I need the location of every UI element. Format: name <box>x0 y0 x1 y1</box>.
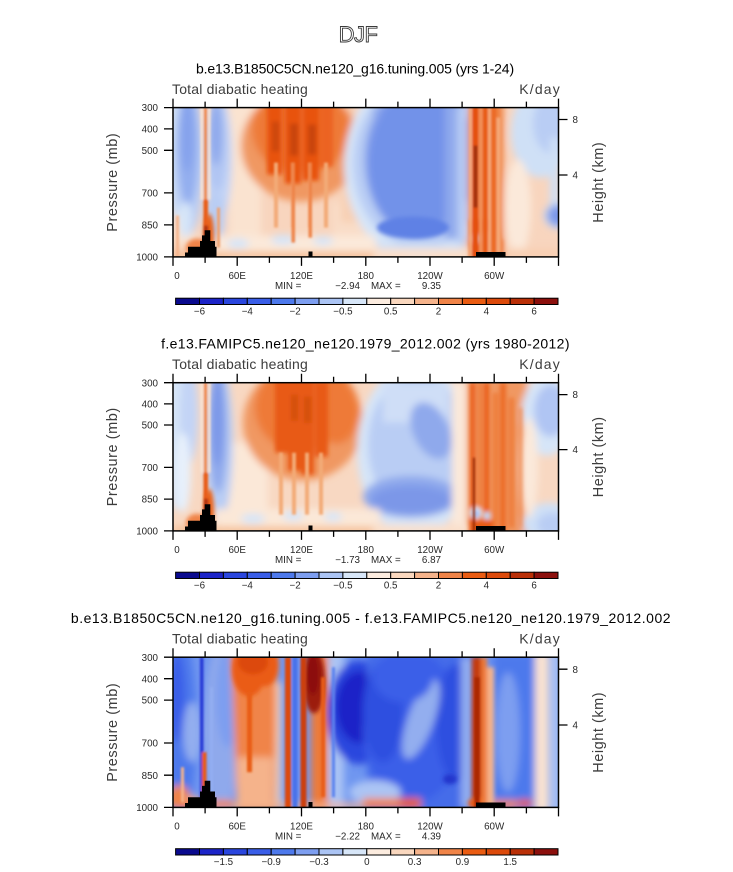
svg-text:180: 180 <box>358 271 375 282</box>
svg-text:Height (km): Height (km) <box>591 142 607 223</box>
svg-text:4: 4 <box>573 445 579 456</box>
svg-text:b.e13.B1850C5CN.ne120_g16.tuni: b.e13.B1850C5CN.ne120_g16.tuning.005 - f… <box>71 610 671 626</box>
svg-text:−4: −4 <box>242 581 254 592</box>
svg-text:1000: 1000 <box>136 803 158 814</box>
svg-text:−2.22: −2.22 <box>335 831 360 842</box>
svg-text:Pressure (mb): Pressure (mb) <box>105 133 121 232</box>
svg-text:0: 0 <box>364 857 370 868</box>
svg-text:2: 2 <box>436 581 441 592</box>
svg-text:1000: 1000 <box>136 253 158 264</box>
svg-text:4: 4 <box>484 581 490 592</box>
svg-text:−0.9: −0.9 <box>262 857 281 868</box>
svg-text:500: 500 <box>142 421 159 432</box>
svg-text:8: 8 <box>573 665 579 676</box>
svg-text:MIN =: MIN = <box>275 831 302 842</box>
svg-text:−2.94: −2.94 <box>335 281 360 292</box>
svg-text:Pressure (mb): Pressure (mb) <box>105 683 121 782</box>
svg-text:4.39: 4.39 <box>422 831 441 842</box>
svg-text:MIN =: MIN = <box>275 281 302 292</box>
svg-text:0.5: 0.5 <box>384 581 398 592</box>
svg-text:−4: −4 <box>242 307 254 318</box>
svg-text:8: 8 <box>573 390 579 401</box>
svg-text:700: 700 <box>142 739 159 750</box>
svg-text:400: 400 <box>142 125 159 136</box>
svg-text:Pressure (mb): Pressure (mb) <box>105 407 121 506</box>
svg-text:500: 500 <box>142 696 159 707</box>
svg-text:120E: 120E <box>290 545 313 556</box>
svg-text:f.e13.FAMIPC5.ne120_ne120.1979: f.e13.FAMIPC5.ne120_ne120.1979_2012.002 … <box>161 336 570 352</box>
svg-text:1.5: 1.5 <box>503 857 517 868</box>
svg-text:−2: −2 <box>290 307 301 318</box>
svg-text:2: 2 <box>436 307 441 318</box>
svg-text:−0.3: −0.3 <box>309 857 329 868</box>
svg-text:120W: 120W <box>417 822 443 833</box>
svg-text:6: 6 <box>531 581 537 592</box>
svg-text:6: 6 <box>531 307 537 318</box>
svg-text:MAX =: MAX = <box>371 831 401 842</box>
svg-text:Height (km): Height (km) <box>591 692 607 773</box>
svg-text:9.35: 9.35 <box>422 281 442 292</box>
svg-text:Total diabatic heating: Total diabatic heating <box>172 631 308 647</box>
svg-text:180: 180 <box>358 822 375 833</box>
svg-text:MAX =: MAX = <box>371 281 401 292</box>
svg-text:500: 500 <box>142 146 159 157</box>
svg-text:Total diabatic heating: Total diabatic heating <box>172 81 308 97</box>
svg-text:60W: 60W <box>484 271 505 282</box>
svg-text:180: 180 <box>358 545 375 556</box>
svg-text:DJF: DJF <box>339 22 378 47</box>
svg-text:400: 400 <box>142 674 159 685</box>
svg-text:MIN =: MIN = <box>275 555 302 566</box>
svg-text:60W: 60W <box>484 822 505 833</box>
svg-text:4: 4 <box>573 171 579 182</box>
svg-text:300: 300 <box>142 103 159 114</box>
svg-text:−6: −6 <box>194 581 206 592</box>
svg-text:4: 4 <box>573 721 579 732</box>
svg-text:K/day: K/day <box>519 356 561 372</box>
svg-text:Total diabatic heating: Total diabatic heating <box>172 356 308 372</box>
svg-text:300: 300 <box>142 653 159 664</box>
svg-text:0: 0 <box>174 271 180 282</box>
svg-text:700: 700 <box>142 463 159 474</box>
svg-text:120E: 120E <box>290 822 313 833</box>
svg-text:0.9: 0.9 <box>456 857 470 868</box>
svg-text:850: 850 <box>142 221 159 232</box>
svg-text:0.5: 0.5 <box>384 307 398 318</box>
svg-text:8: 8 <box>573 115 579 126</box>
svg-text:300: 300 <box>142 378 159 389</box>
svg-text:4: 4 <box>484 307 490 318</box>
svg-text:6.87: 6.87 <box>422 555 441 566</box>
svg-text:60E: 60E <box>228 271 246 282</box>
svg-text:60E: 60E <box>228 545 246 556</box>
svg-text:−1.73: −1.73 <box>335 555 360 566</box>
svg-text:60E: 60E <box>228 822 246 833</box>
svg-text:850: 850 <box>142 495 159 506</box>
svg-text:−0.5: −0.5 <box>333 581 353 592</box>
svg-text:−1.5: −1.5 <box>214 857 234 868</box>
svg-text:−6: −6 <box>194 307 206 318</box>
svg-text:0.3: 0.3 <box>408 857 422 868</box>
svg-text:700: 700 <box>142 189 159 200</box>
svg-text:400: 400 <box>142 400 159 411</box>
svg-text:120W: 120W <box>417 271 443 282</box>
svg-text:60W: 60W <box>484 545 505 556</box>
svg-text:120W: 120W <box>417 545 443 556</box>
svg-text:−0.5: −0.5 <box>333 307 353 318</box>
svg-text:850: 850 <box>142 771 159 782</box>
svg-text:b.e13.B1850C5CN.ne120_g16.tuni: b.e13.B1850C5CN.ne120_g16.tuning.005 (yr… <box>196 61 514 77</box>
svg-text:MAX =: MAX = <box>371 555 401 566</box>
svg-text:120E: 120E <box>290 271 313 282</box>
svg-text:K/day: K/day <box>519 81 561 97</box>
svg-text:0: 0 <box>174 545 180 556</box>
svg-text:Height (km): Height (km) <box>591 416 607 497</box>
svg-text:1000: 1000 <box>136 527 158 538</box>
svg-text:−2: −2 <box>290 581 301 592</box>
svg-text:0: 0 <box>174 822 180 833</box>
svg-text:K/day: K/day <box>519 631 561 647</box>
